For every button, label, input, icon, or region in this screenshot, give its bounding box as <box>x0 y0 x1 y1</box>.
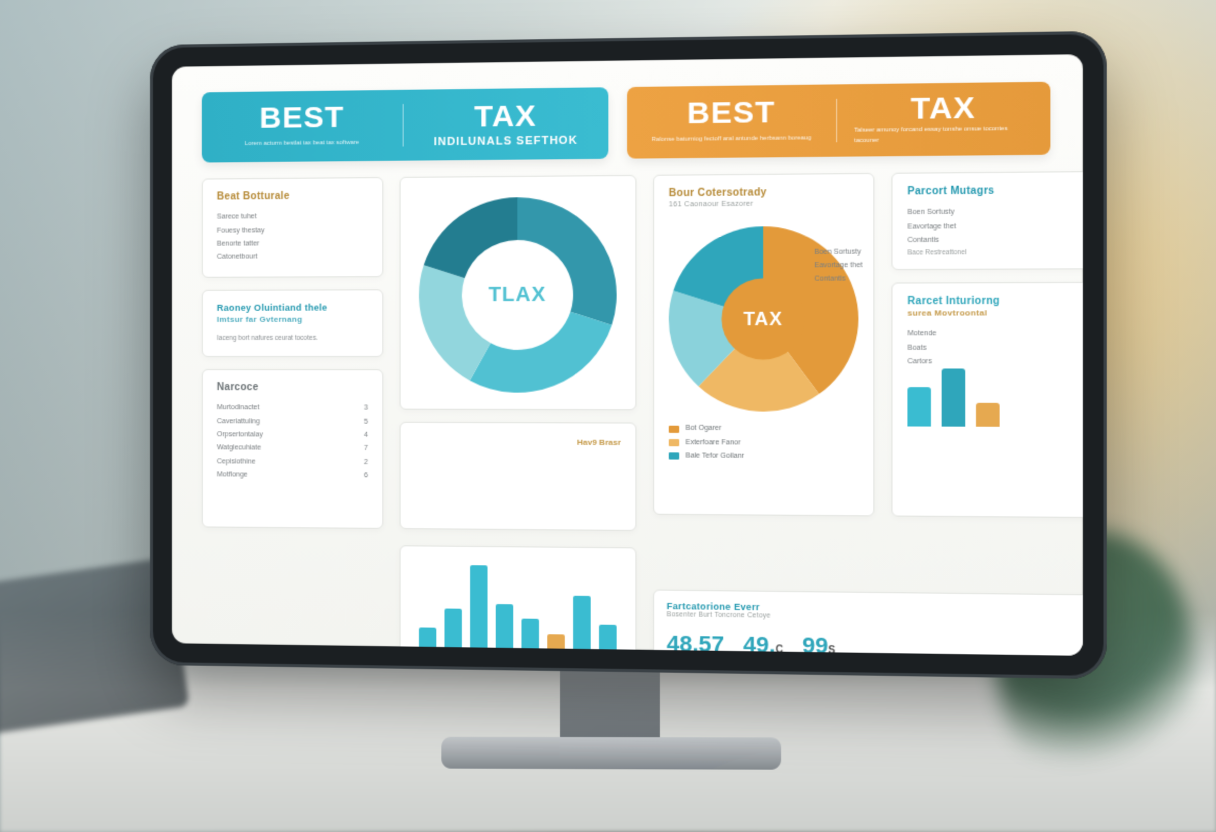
banner-left-subtitle-b: INDILUNALS SEFTHOK <box>434 134 578 148</box>
donut-chart: TLAX <box>415 193 621 397</box>
banner-left-title-b: TAX <box>474 101 537 132</box>
card-donut[interactable]: TLAX <box>400 175 637 410</box>
card-lines: Motende Boats Cartors <box>907 327 1082 369</box>
banner-right-title-a: BEST <box>687 98 775 130</box>
dashboard-grid: Beat Botturale Sarece tuhet Fouesy thest… <box>202 172 1051 656</box>
card-rarcet[interactable]: Rarcet Inturiorng surea Movtroontal Mote… <box>891 282 1082 519</box>
metric-right-label: Hav9 Brasr <box>415 437 621 447</box>
banner-left-blurb-a: Lorem acturm bestlat tax beat tax softwa… <box>245 139 359 150</box>
card-raoney[interactable]: Raoney Oluintiand thele Imtsur far Gvter… <box>202 289 383 358</box>
banner-best-tax-right[interactable]: BEST Ralonse baturniog fectoff aral antu… <box>627 82 1050 159</box>
banner-right-blurb-b: Talseer amunoy forcand essay tonshe onsu… <box>846 124 1042 147</box>
pie-legend: Bot OgarerExterfoare FanorBale Tefor Goi… <box>669 422 744 463</box>
metrics-title: Fartcatorione Everr Bosenter Burt Toncro… <box>667 601 1083 624</box>
banner-right-blurb-a: Ralonse baturniog fectoff aral antunde h… <box>652 135 812 146</box>
card-title: Parcort Mutagrs <box>907 185 1082 198</box>
banner-left-title-a: BEST <box>259 103 344 134</box>
donut-center-label: TLAX <box>415 193 621 397</box>
right-column: TLAX Hav9 Brasr <box>400 175 637 531</box>
pie-title: Bour Cotersotrady 161 Caonaour Esazorer <box>669 188 767 209</box>
banner-right-title-b: TAX <box>911 93 976 125</box>
card-tax-pie[interactable]: Bour Cotersotrady 161 Caonaour Esazorer … <box>653 173 874 516</box>
card-metrics-side[interactable]: Hav9 Brasr <box>400 422 637 531</box>
card-title: Raoney Oluintiand thele Imtsur far Gvter… <box>217 302 368 326</box>
mini-table: Murtodinactet3 Caveriattuling5 Orpserton… <box>217 401 368 482</box>
card-footer: Bace Restreattonel <box>907 248 1082 256</box>
left-column: Beat Botturale Sarece tuhet Fouesy thest… <box>202 177 383 529</box>
dashboard-screen: BEST Lorem acturm bestlat tax beat tax s… <box>172 54 1083 656</box>
card-title: Beat Botturale <box>217 191 368 203</box>
card-parcort[interactable]: Parcort Mutagrs Boen Sortusty Eavortage … <box>891 171 1082 270</box>
card-bar-chart[interactable]: Cosert Sanfand <box>400 546 637 656</box>
card-lines: Boen Sortusty Eavortage thet Contantis <box>907 205 1082 248</box>
card-list: Sarece tuhet Fouesy thestay Benorte tatt… <box>217 210 368 264</box>
pie-side-list: Boen Sortusty Eavortage thet Contantis <box>814 247 862 286</box>
card-blurb: Iaceng bort nafures ceurat tocotes. <box>217 334 368 345</box>
metrics-values: 48,5749,C99S <box>667 631 1083 656</box>
card-narcoce-table[interactable]: Narcoce Murtodinactet3 Caveriattuling5 O… <box>202 369 383 529</box>
card-metrics[interactable]: Fartcatorione Everr Bosenter Burt Toncro… <box>653 590 1083 656</box>
bar-chart <box>415 559 621 656</box>
small-bar-chart <box>907 369 1082 428</box>
top-banner-row: BEST Lorem acturm bestlat tax beat tax s… <box>202 82 1051 163</box>
monitor-frame: BEST Lorem acturm bestlat tax beat tax s… <box>150 31 1107 679</box>
card-best-software[interactable]: Beat Botturale Sarece tuhet Fouesy thest… <box>202 177 383 277</box>
scene-background: BEST Lorem acturm bestlat tax beat tax s… <box>0 0 1216 832</box>
card-title: Rarcet Inturiorng surea Movtroontal <box>907 296 1082 319</box>
card-title: Narcoce <box>217 382 368 393</box>
banner-best-tax-left[interactable]: BEST Lorem acturm bestlat tax beat tax s… <box>202 87 609 163</box>
metrics-row: Fartcatorione Everr Bosenter Burt Toncro… <box>653 548 1083 656</box>
mid-column: Parcort Mutagrs Boen Sortusty Eavortage … <box>891 171 1082 519</box>
